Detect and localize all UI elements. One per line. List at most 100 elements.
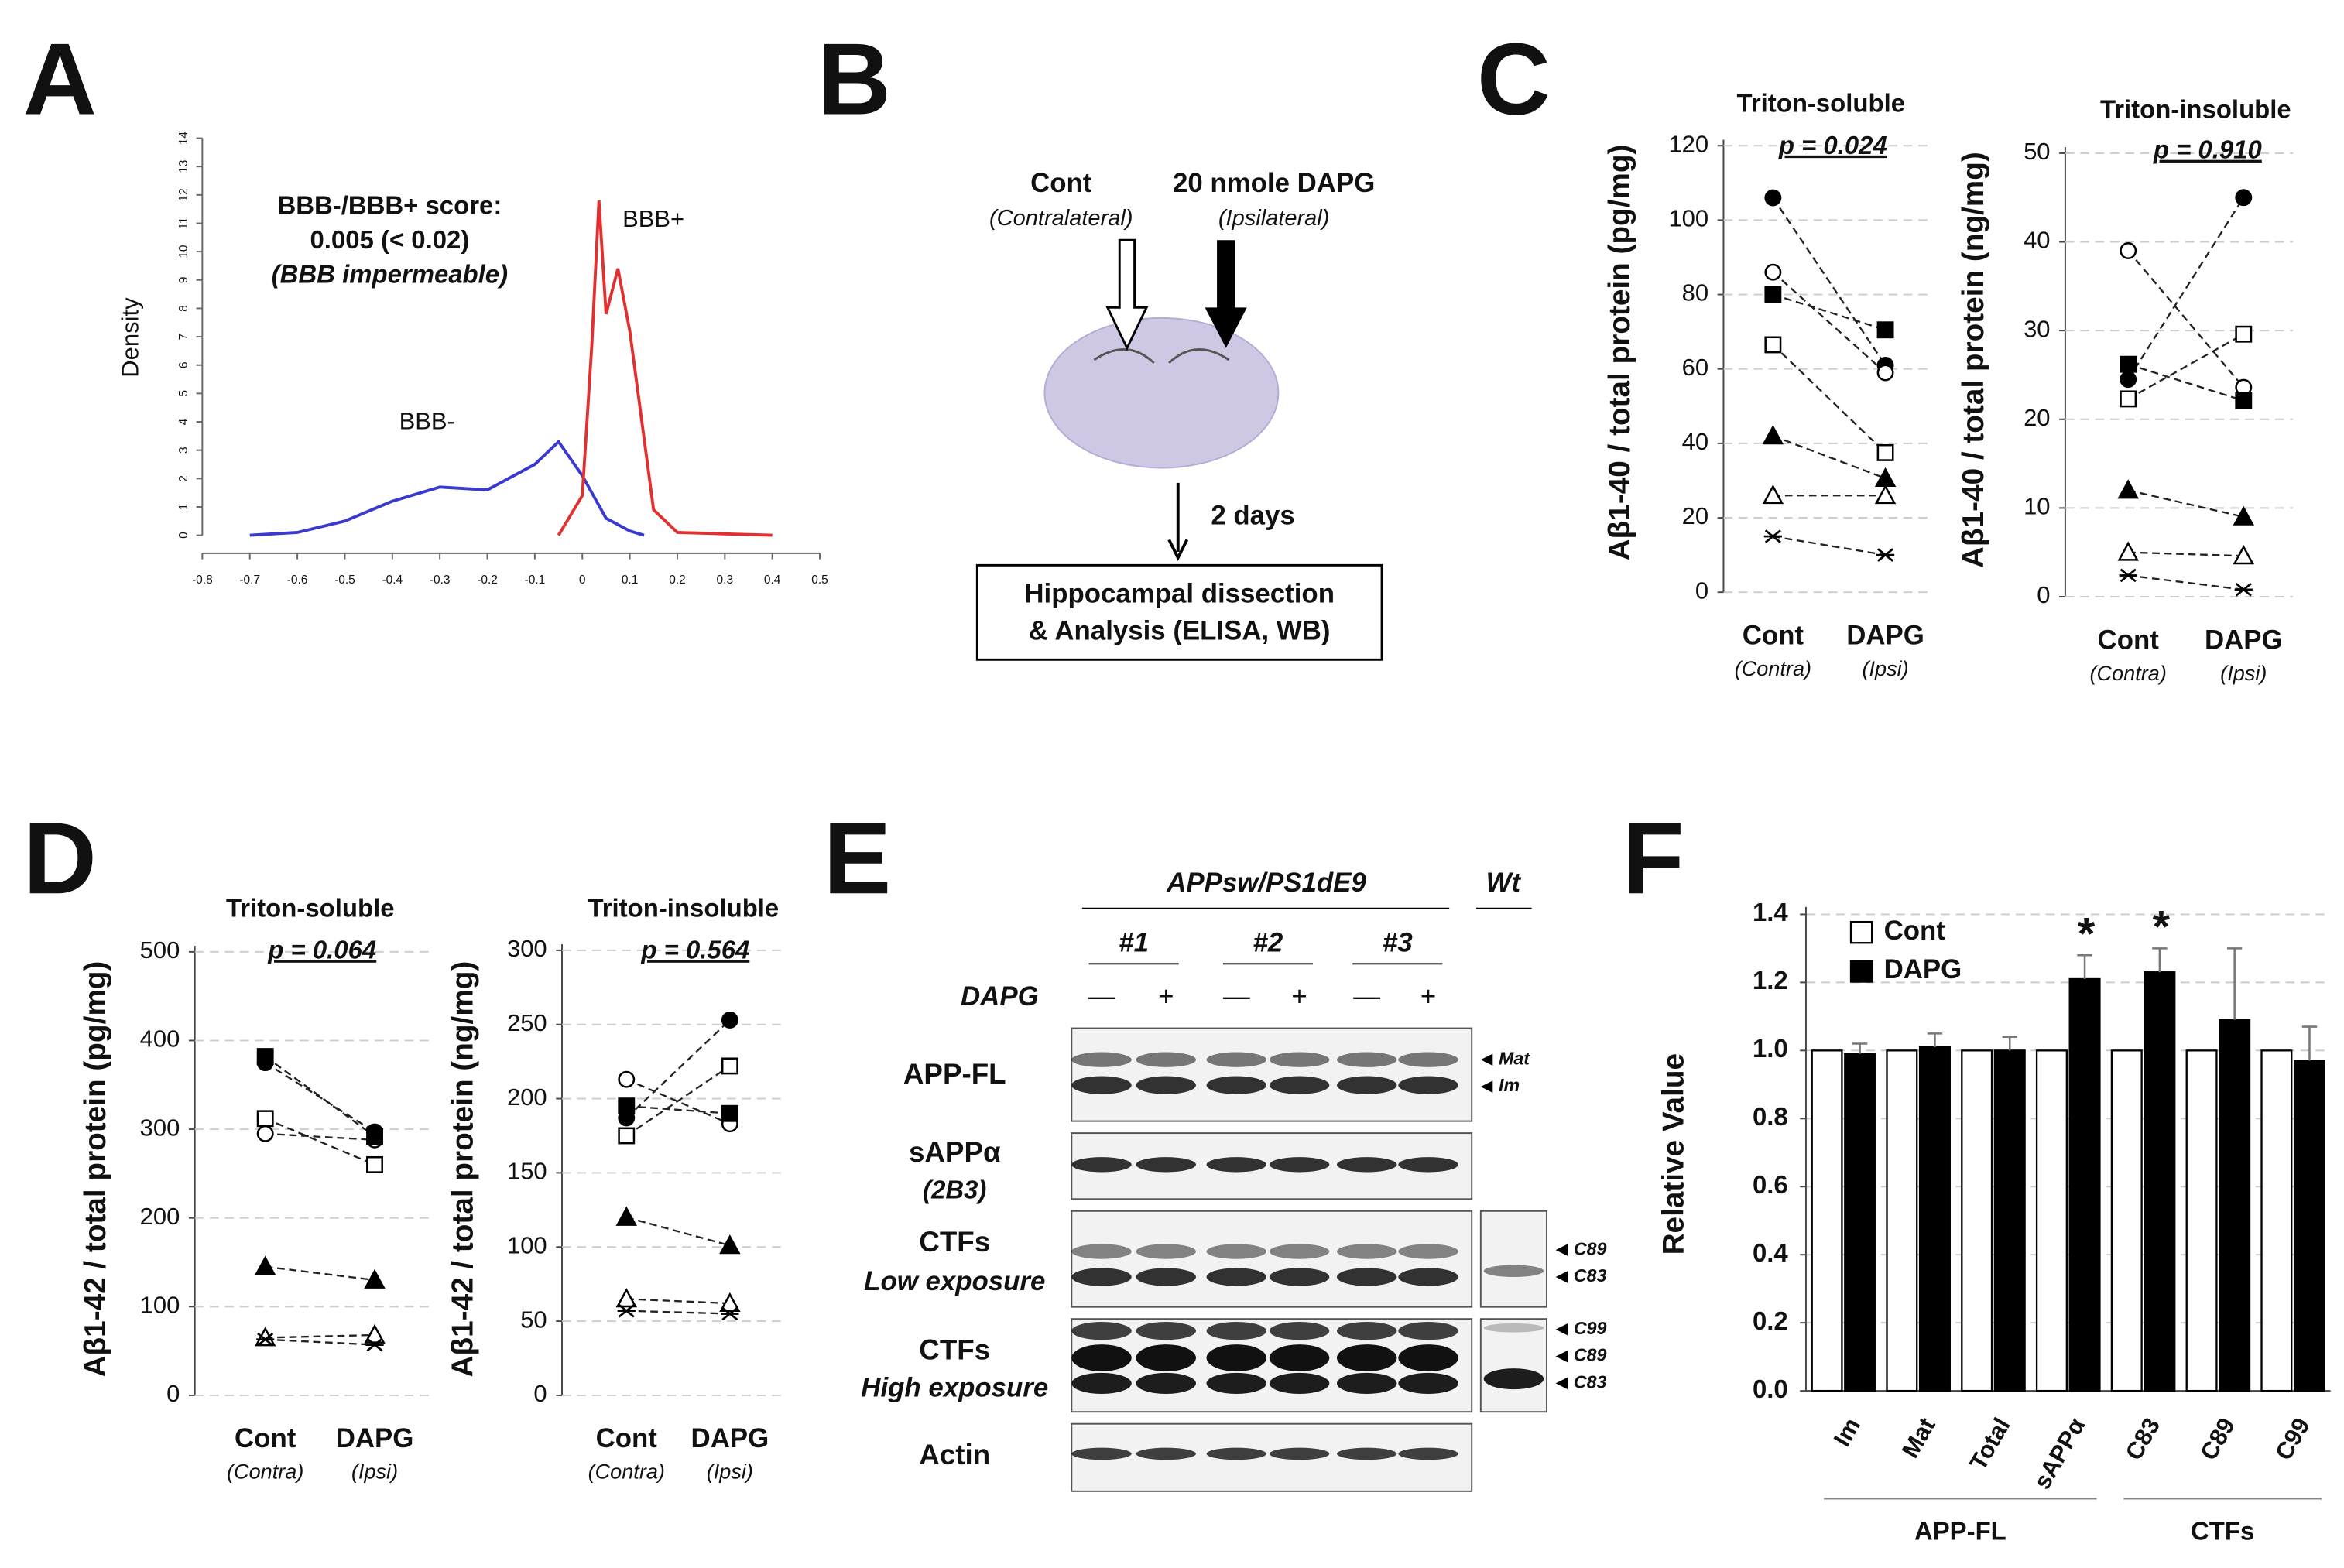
- y-axis-label: Aβ1-40 / total protein (ng/mg): [1957, 152, 1990, 568]
- row-label: CTFs: [919, 1226, 990, 1258]
- row-label: sAPPα: [909, 1136, 1001, 1168]
- band-pointer: [1480, 1053, 1493, 1066]
- band: [1136, 1157, 1196, 1173]
- y-tick-label: 500: [140, 936, 180, 964]
- lane-sign: —: [1088, 981, 1115, 1012]
- y-tick-label: 5: [177, 390, 190, 397]
- marker: [1876, 321, 1894, 339]
- y-tick-label: 150: [507, 1158, 547, 1185]
- marker: [2120, 371, 2137, 389]
- connector: [2127, 250, 2245, 389]
- band-pointer: [1480, 1080, 1493, 1093]
- marker: [618, 1070, 636, 1088]
- marker: [2235, 392, 2253, 409]
- connector: [625, 1216, 731, 1247]
- annotation: 0.005 (< 0.02): [310, 225, 469, 254]
- y-tick-label: 0: [2037, 581, 2050, 608]
- band: [1483, 1368, 1544, 1390]
- bar: [1918, 1046, 1951, 1392]
- band: [1071, 1447, 1132, 1460]
- lane-sign: +: [1291, 981, 1307, 1012]
- density-line: [249, 439, 645, 537]
- band: [1336, 1052, 1397, 1067]
- diagram-label: 20 nmole DAPG: [1173, 168, 1375, 198]
- band: [1398, 1322, 1458, 1340]
- marker: [2117, 541, 2139, 561]
- band-label: C89: [1574, 1238, 1607, 1258]
- connector: [2127, 489, 2244, 518]
- y-tick-label: 80: [1682, 279, 1708, 306]
- x-tick-label: Cont: [235, 1423, 296, 1453]
- y-axis-label: Density: [117, 297, 144, 378]
- y-tick-label: 1.4: [1753, 898, 1788, 926]
- band: [1136, 1076, 1196, 1094]
- connector: [626, 1104, 730, 1114]
- p-value: p = 0.024: [1778, 131, 1887, 159]
- y-tick-label: 6: [177, 361, 190, 368]
- x-tick-sublabel: (Ipsi): [707, 1460, 753, 1484]
- blot-frame: [1479, 1210, 1547, 1308]
- band: [1398, 1052, 1458, 1067]
- x-tick-label: 0.4: [764, 573, 781, 587]
- panel-label: E: [824, 801, 892, 915]
- bar: [1886, 1049, 1918, 1392]
- connector: [265, 1062, 375, 1133]
- connector: [1773, 293, 1886, 331]
- band: [1269, 1322, 1330, 1340]
- band: [1269, 1157, 1330, 1173]
- x-tick-label: -0.7: [239, 573, 260, 587]
- y-tick-label: 0.6: [1753, 1170, 1788, 1199]
- mouse-label: #2: [1253, 927, 1283, 957]
- bar: [2068, 977, 2101, 1392]
- x-tick-label: -0.3: [430, 573, 451, 587]
- y-tick-label: 300: [140, 1114, 180, 1141]
- y-axis-label: Aβ1-42 / total protein (pg/mg): [79, 961, 112, 1378]
- bar: [2293, 1060, 2325, 1392]
- x-tick-label: DAPG: [1846, 620, 1924, 650]
- group-label: CTFs: [2191, 1517, 2254, 1546]
- row-label: CTFs: [919, 1333, 990, 1365]
- y-tick-label: 50: [520, 1306, 547, 1333]
- panel-label: F: [1622, 801, 1684, 915]
- y-tick-label: 0.2: [1753, 1306, 1788, 1335]
- p-value: p = 0.910: [2153, 135, 2262, 164]
- lane-sign: +: [1158, 981, 1174, 1012]
- y-tick-label: 0.4: [1753, 1238, 1788, 1267]
- y-axis-label: Aβ1-42 / total protein (ng/mg): [446, 961, 479, 1378]
- y-tick-label: 200: [140, 1203, 180, 1230]
- y-tick-label: 10: [177, 245, 190, 258]
- panel-label: A: [23, 22, 97, 136]
- error-bar: [1927, 1032, 1943, 1047]
- band: [1071, 1244, 1132, 1259]
- marker: [615, 1288, 638, 1308]
- y-tick-label: 0.0: [1753, 1375, 1788, 1403]
- bar: [2260, 1049, 2293, 1392]
- y-tick-label: 10: [2024, 493, 2050, 520]
- annotation: BBB-/BBB+ score:: [277, 190, 502, 219]
- marker: [2233, 505, 2255, 526]
- band: [1136, 1244, 1196, 1259]
- band: [1206, 1076, 1266, 1094]
- error-bar: [1852, 1042, 1868, 1054]
- band: [1483, 1323, 1544, 1333]
- chart-title: Triton-soluble: [226, 893, 395, 922]
- band: [1398, 1157, 1458, 1173]
- significance: *: [2078, 909, 2096, 959]
- band: [1206, 1244, 1266, 1259]
- band: [1398, 1268, 1458, 1286]
- bar: [2035, 1049, 2068, 1392]
- annotation: (BBB impermeable): [272, 259, 508, 288]
- y-tick-label: 1: [177, 504, 190, 511]
- blot-frame: [1071, 1027, 1473, 1122]
- y-tick-label: 0: [1695, 577, 1708, 604]
- x-tick-label: -0.8: [192, 573, 213, 587]
- p-value: p = 0.064: [267, 936, 376, 964]
- y-tick-label: 40: [1682, 428, 1708, 455]
- x-tick-sublabel: (Ipsi): [2220, 661, 2267, 685]
- bar: [2110, 1049, 2143, 1392]
- band: [1136, 1372, 1196, 1394]
- band: [1483, 1265, 1544, 1277]
- x-tick-label: 0.5: [811, 573, 828, 587]
- y-tick-label: 120: [1668, 130, 1708, 157]
- band: [1398, 1372, 1458, 1394]
